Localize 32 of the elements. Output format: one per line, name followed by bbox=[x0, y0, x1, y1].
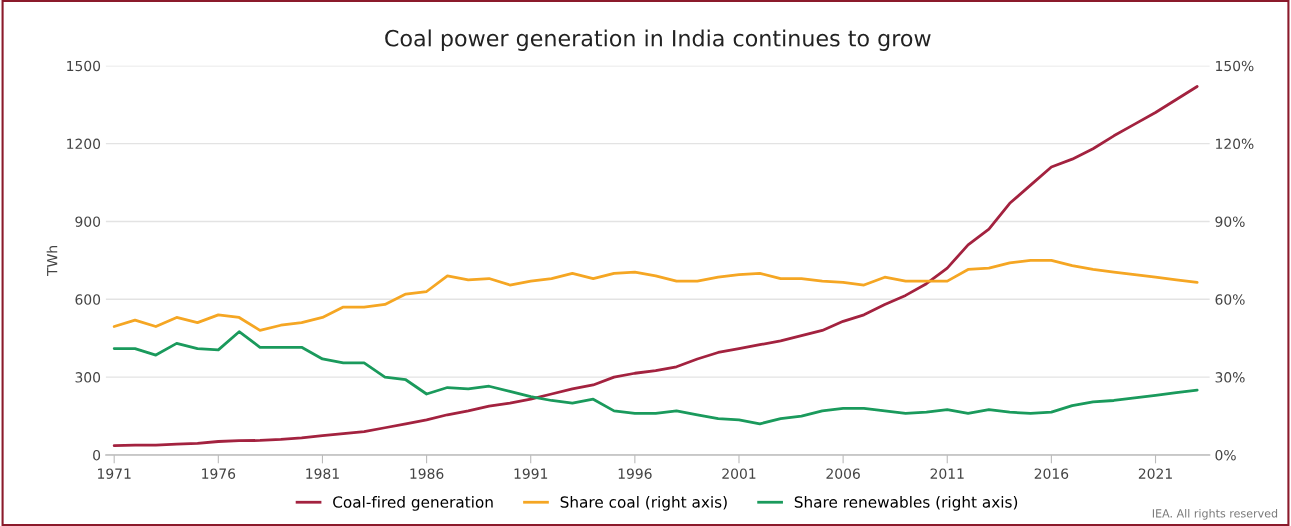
y2-tick-label: 30% bbox=[1215, 372, 1245, 383]
x-tick-label: 1971 bbox=[98, 468, 131, 479]
x-tick-label: 2006 bbox=[826, 468, 860, 479]
line-series bbox=[112, 85, 1199, 448]
legend-label: Share renewables (right axis) bbox=[794, 495, 1018, 511]
legend-label: Coal-fired generation bbox=[333, 495, 493, 511]
y2-tick-label: 90% bbox=[1215, 216, 1245, 227]
legend-label: Share coal (right axis) bbox=[560, 495, 727, 511]
x-tick-label: 1986 bbox=[410, 468, 444, 479]
y-tick-label: 300 bbox=[75, 372, 101, 383]
line-series bbox=[112, 258, 1199, 332]
y-tick-label: 1500 bbox=[67, 60, 101, 72]
x-tick-label: 2021 bbox=[1138, 468, 1172, 479]
x-tick-label: 2011 bbox=[930, 468, 964, 479]
x-tick-label: 1991 bbox=[514, 468, 548, 479]
y2-tick-label: 150% bbox=[1216, 60, 1254, 72]
y-axis-title: TWh bbox=[46, 246, 58, 276]
text: IEA. All rights reserved bbox=[1152, 508, 1278, 520]
y-tick-label: 0 bbox=[93, 449, 101, 461]
x-tick-label: 2016 bbox=[1034, 468, 1069, 479]
y-tick-label: 900 bbox=[75, 216, 101, 227]
y-tick-label: 1200 bbox=[67, 138, 101, 150]
x-tick-label: 1996 bbox=[618, 468, 652, 479]
y2-tick-label: 60% bbox=[1215, 294, 1245, 305]
y2-tick-label: 0% bbox=[1215, 449, 1236, 461]
chart-title: Coal power generation in India continues to grow bbox=[385, 29, 931, 51]
line-series bbox=[112, 330, 1199, 426]
x-tick-label: 1981 bbox=[306, 468, 339, 479]
y-tick-label: 600 bbox=[75, 294, 101, 305]
y2-tick-label: 120% bbox=[1216, 138, 1254, 150]
x-tick-label: 2001 bbox=[722, 468, 756, 479]
x-tick-label: 1976 bbox=[202, 468, 236, 479]
